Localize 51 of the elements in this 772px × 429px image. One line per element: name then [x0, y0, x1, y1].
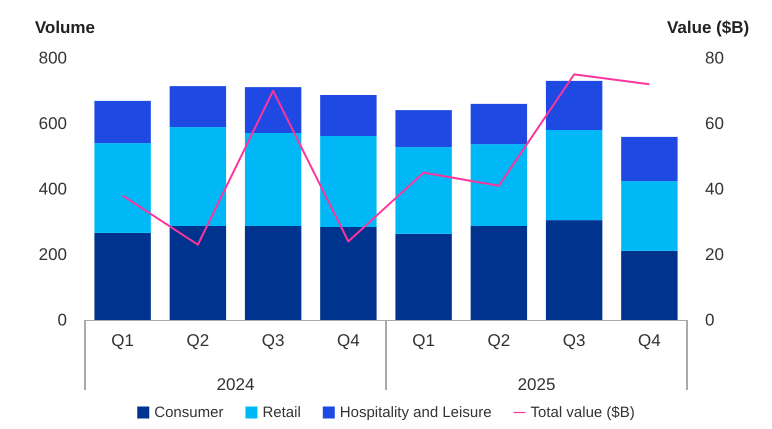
y2-tick-label: 0: [705, 310, 714, 330]
y-tick-label: 800: [38, 48, 67, 68]
bar: [546, 130, 602, 220]
y-axis-title: Volume: [34, 18, 95, 37]
y2-tick-label: 80: [705, 48, 724, 68]
bar: [395, 147, 452, 234]
bar: [320, 226, 377, 320]
y-tick-label: 0: [58, 310, 67, 330]
bar: [470, 144, 528, 226]
text: 2025: [518, 375, 556, 394]
bar: [320, 95, 377, 136]
text: 2024: [216, 375, 254, 394]
bar: [395, 110, 452, 148]
bar: [244, 226, 302, 320]
bar: [170, 226, 226, 320]
bar: [621, 181, 678, 251]
y2-tick-label: 20: [705, 245, 724, 264]
y-tick-label: 400: [38, 180, 67, 198]
legend-label: Total value ($B): [530, 404, 635, 421]
y-tick-label: 600: [38, 114, 67, 133]
bar: [244, 87, 302, 133]
bar: [170, 127, 226, 226]
bar: [320, 136, 377, 227]
bar: [546, 220, 602, 320]
line-series: [122, 73, 650, 246]
y-tick-label: 200: [38, 245, 67, 264]
bar: [94, 100, 151, 144]
bar: [170, 86, 226, 128]
x-tick-label: Q4: [337, 331, 360, 350]
bar: [621, 250, 678, 320]
bar: [470, 226, 528, 320]
bar: [470, 104, 528, 144]
legend-label: Consumer: [154, 404, 224, 421]
x-tick-label: Q2: [186, 331, 210, 350]
legend-label: Hospitality and Leisure: [340, 404, 492, 421]
x-tick-label: Q1: [412, 331, 435, 350]
bar: [244, 133, 302, 226]
x-tick-label: Q3: [262, 331, 284, 350]
y2-tick-label: 60: [705, 114, 724, 133]
bar: [621, 136, 678, 182]
legend-label: Retail: [262, 404, 301, 421]
bar: [94, 143, 151, 233]
bar: [94, 232, 151, 320]
x-tick-label: Q2: [488, 331, 510, 350]
x-tick-label: Q1: [111, 331, 134, 350]
y2-tick-label: 40: [705, 180, 724, 198]
x-tick-label: Q4: [638, 331, 661, 350]
x-tick-label: Q3: [562, 331, 586, 350]
y2-axis-title: Value ($B): [667, 18, 750, 37]
bar: [546, 80, 602, 130]
bar: [395, 234, 452, 320]
